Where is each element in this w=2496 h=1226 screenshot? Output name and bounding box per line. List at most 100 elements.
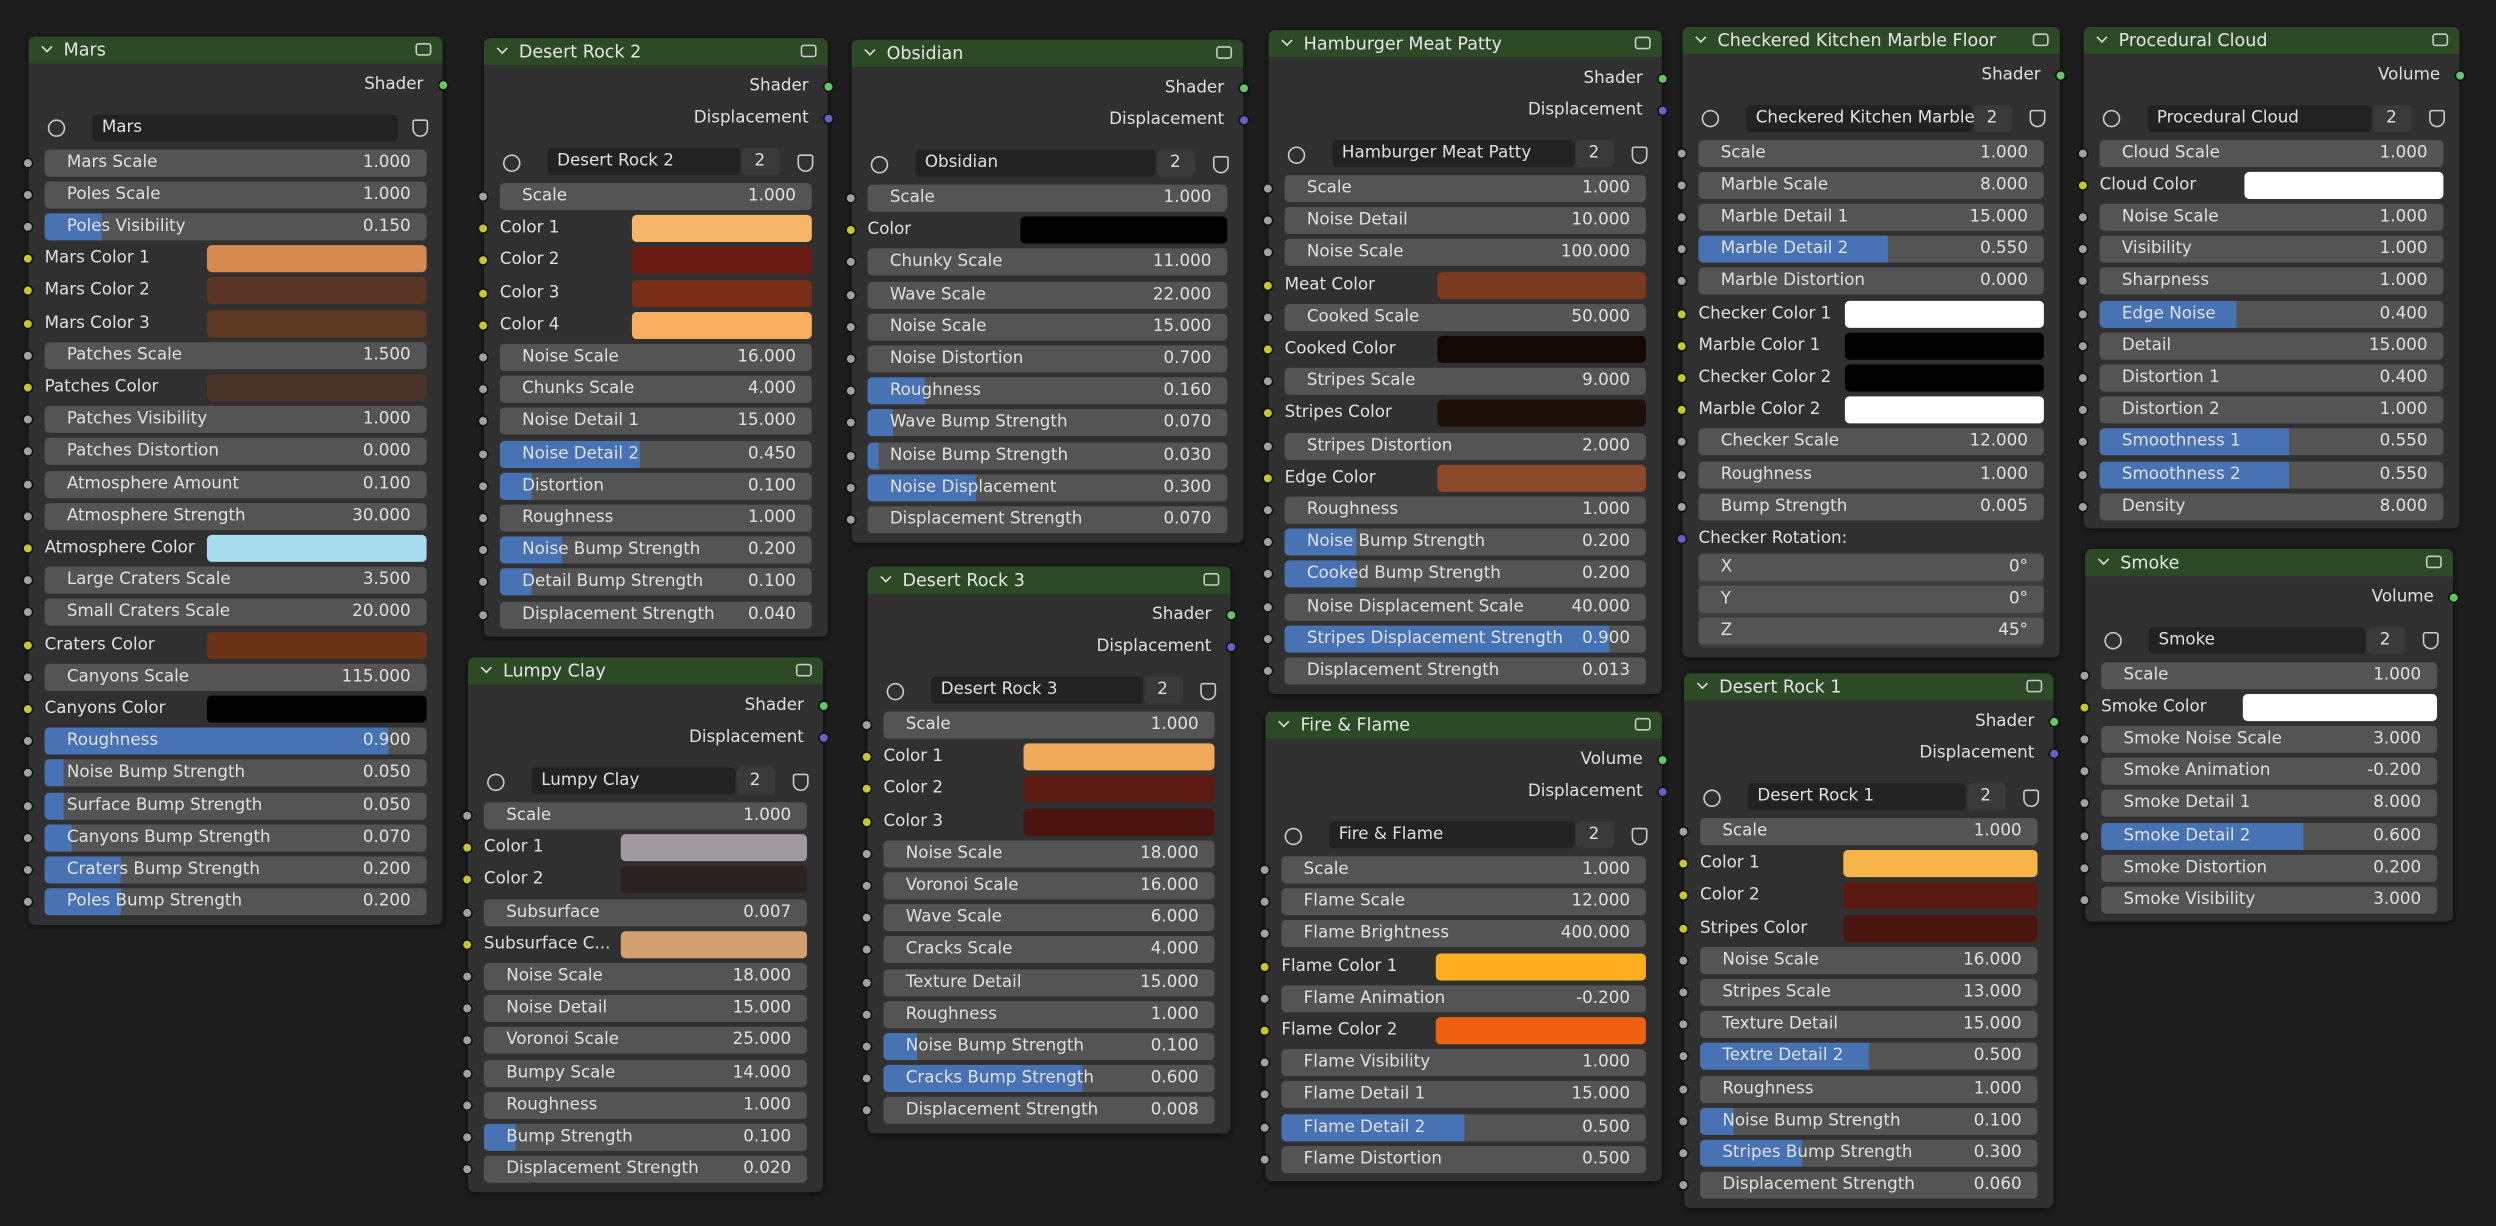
value-field[interactable]: Noise Bump Strength 0.100 (883, 1033, 1215, 1061)
material-icon[interactable] (1287, 145, 1306, 164)
value-field[interactable]: Noise Scale 100.000 (1284, 239, 1646, 267)
color-swatch[interactable] (1437, 271, 1646, 299)
value-field[interactable]: Bump Strength 0.005 (1698, 492, 2044, 521)
node[interactable]: Checkered Kitchen Marble Floor Shader Chec… (1676, 27, 2067, 658)
value-field[interactable]: Displacement Strength 0.040 (499, 601, 812, 629)
value-field[interactable]: Roughness 0.160 (867, 377, 1228, 405)
color-swatch[interactable] (1843, 850, 2038, 878)
value-field[interactable]: Visibility 1.000 (2099, 235, 2444, 263)
material-icon[interactable] (47, 119, 66, 137)
value-field[interactable]: Displacement Strength 0.060 (1700, 1171, 2038, 1199)
value-field[interactable]: Cracks Bump Strength 0.600 (883, 1065, 1215, 1093)
node[interactable]: Desert Rock 3 Shader Displacement Desert Ro… (861, 566, 1237, 1134)
value-field[interactable]: Smoke Animation -0.200 (2101, 757, 2438, 785)
value-field[interactable]: Small Craters Scale 20.000 (44, 598, 427, 627)
color-swatch[interactable] (620, 866, 808, 894)
value-field[interactable]: Roughness 1.000 (499, 504, 812, 532)
node[interactable]: Mars Shader Mars Mars Scale 1.000 Poles Scale… (22, 36, 449, 925)
fake-user-icon[interactable] (792, 772, 809, 791)
node[interactable]: Hamburger Meat Patty Shader Displacement Ha… (1262, 30, 1669, 694)
collapse-toggle[interactable] (2096, 31, 2108, 44)
value-field[interactable]: Smoothness 2 0.550 (2099, 460, 2444, 488)
value-field[interactable]: Stripes Displacement Strength 0.900 (1284, 625, 1646, 653)
collapse-toggle[interactable] (1281, 34, 1293, 47)
value-field[interactable]: Marble Distortion 0.000 (1698, 267, 2044, 295)
collapse-toggle[interactable] (1696, 678, 1709, 690)
value-field[interactable]: Scale 1.000 (867, 184, 1228, 212)
value-field[interactable]: Flame Detail 2 0.500 (1281, 1113, 1646, 1141)
value-field[interactable]: Detail 15.000 (2099, 332, 2444, 360)
users-count[interactable]: 2 (2367, 626, 2406, 654)
value-field[interactable]: Stripes Scale 9.000 (1284, 368, 1646, 396)
value-field[interactable]: Noise Detail 10.000 (1284, 207, 1646, 235)
value-field[interactable]: Textre Detail 2 0.500 (1700, 1043, 2038, 1071)
value-field[interactable]: Atmosphere Amount 0.100 (44, 470, 427, 498)
datablock-field[interactable]: Desert Rock 1 (1747, 783, 1966, 811)
color-swatch[interactable] (1020, 216, 1228, 244)
value-field[interactable]: Roughness 1.000 (1700, 1075, 2038, 1103)
color-swatch[interactable] (206, 695, 427, 723)
color-swatch[interactable] (631, 247, 812, 275)
value-field[interactable]: Scale 1.000 (499, 183, 812, 211)
value-field[interactable]: Distortion 0.100 (499, 472, 812, 500)
color-swatch[interactable] (631, 279, 812, 307)
value-field[interactable]: Noise Scale 15.000 (867, 313, 1228, 341)
value-field[interactable]: Noise Bump Strength 0.030 (867, 441, 1228, 469)
value-field[interactable]: Flame Animation -0.200 (1281, 985, 1646, 1013)
users-count[interactable]: 2 (1575, 821, 1615, 849)
value-field[interactable]: Texture Detail 15.000 (1700, 1011, 2038, 1039)
collapse-toggle[interactable] (1278, 716, 1290, 728)
value-field[interactable]: Noise Scale 18.000 (483, 963, 808, 991)
value-field[interactable]: Stripes Bump Strength 0.300 (1700, 1139, 2038, 1167)
fake-user-icon[interactable] (2023, 788, 2040, 807)
material-icon[interactable] (2104, 631, 2122, 650)
color-swatch[interactable] (206, 631, 427, 659)
datablock-field[interactable]: Mars (92, 113, 398, 141)
value-field[interactable]: Noise Bump Strength 0.200 (1284, 528, 1646, 556)
datablock-field[interactable]: Lumpy Clay (531, 767, 736, 795)
users-count[interactable]: 2 (1575, 140, 1615, 168)
datablock-field[interactable]: Obsidian (915, 149, 1156, 177)
color-swatch[interactable] (631, 311, 812, 339)
value-field[interactable]: Mars Scale 1.000 (44, 148, 427, 176)
value-field[interactable]: Wave Bump Strength 0.070 (867, 409, 1228, 437)
vector-field[interactable]: X 0° (1698, 554, 2044, 582)
color-swatch[interactable] (1437, 464, 1646, 492)
material-icon[interactable] (1703, 788, 1721, 807)
material-icon[interactable] (2102, 109, 2121, 128)
value-field[interactable]: Cooked Bump Strength 0.200 (1284, 560, 1646, 588)
value-field[interactable]: Scale 1.000 (883, 711, 1215, 739)
datablock-field[interactable]: Procedural Cloud (2147, 104, 2372, 132)
value-field[interactable]: Canyons Scale 115.000 (44, 663, 427, 691)
collapse-toggle[interactable] (41, 41, 53, 53)
color-swatch[interactable] (1843, 882, 2038, 910)
value-field[interactable]: Canyons Bump Strength 0.070 (44, 824, 427, 852)
value-field[interactable]: Flame Distortion 0.500 (1281, 1145, 1646, 1173)
collapse-toggle[interactable] (864, 44, 876, 56)
value-field[interactable]: Smoke Visibility 3.000 (2101, 886, 2438, 914)
value-field[interactable]: Noise Scale 18.000 (883, 840, 1215, 868)
value-field[interactable]: Cracks Scale 4.000 (883, 936, 1215, 964)
value-field[interactable]: Edge Noise 0.400 (2099, 300, 2444, 328)
material-icon[interactable] (870, 155, 889, 173)
value-field[interactable]: Flame Scale 12.000 (1281, 888, 1646, 916)
value-field[interactable]: Atmosphere Strength 30.000 (44, 502, 427, 530)
color-swatch[interactable] (1437, 335, 1646, 363)
value-field[interactable]: Marble Detail 1 15.000 (1698, 203, 2044, 231)
datablock-field[interactable]: Checkered Kitchen Marble... (1746, 104, 1991, 132)
color-swatch[interactable] (620, 834, 808, 862)
fake-user-icon[interactable] (1631, 145, 1648, 164)
value-field[interactable]: Bump Strength 0.100 (483, 1123, 808, 1151)
value-field[interactable]: Displacement Strength 0.070 (867, 506, 1228, 534)
fake-user-icon[interactable] (1212, 155, 1229, 173)
node[interactable]: Obsidian Shader Displacement Obsidian 2 Scale… (845, 39, 1250, 543)
color-swatch[interactable] (1435, 1017, 1646, 1045)
value-field[interactable]: Flame Detail 1 15.000 (1281, 1081, 1646, 1109)
value-field[interactable]: Scale 1.000 (2101, 661, 2438, 689)
datablock-field[interactable]: Smoke (2148, 626, 2366, 654)
node[interactable]: Lumpy Clay Shader Displacement Lumpy Clay 2 S… (461, 657, 830, 1192)
fake-user-icon[interactable] (412, 119, 429, 137)
value-field[interactable]: Noise Detail 15.000 (483, 995, 808, 1023)
node[interactable]: Desert Rock 1 Shader Displacement Desert Ro… (1677, 673, 2060, 1208)
color-swatch[interactable] (1023, 743, 1215, 771)
